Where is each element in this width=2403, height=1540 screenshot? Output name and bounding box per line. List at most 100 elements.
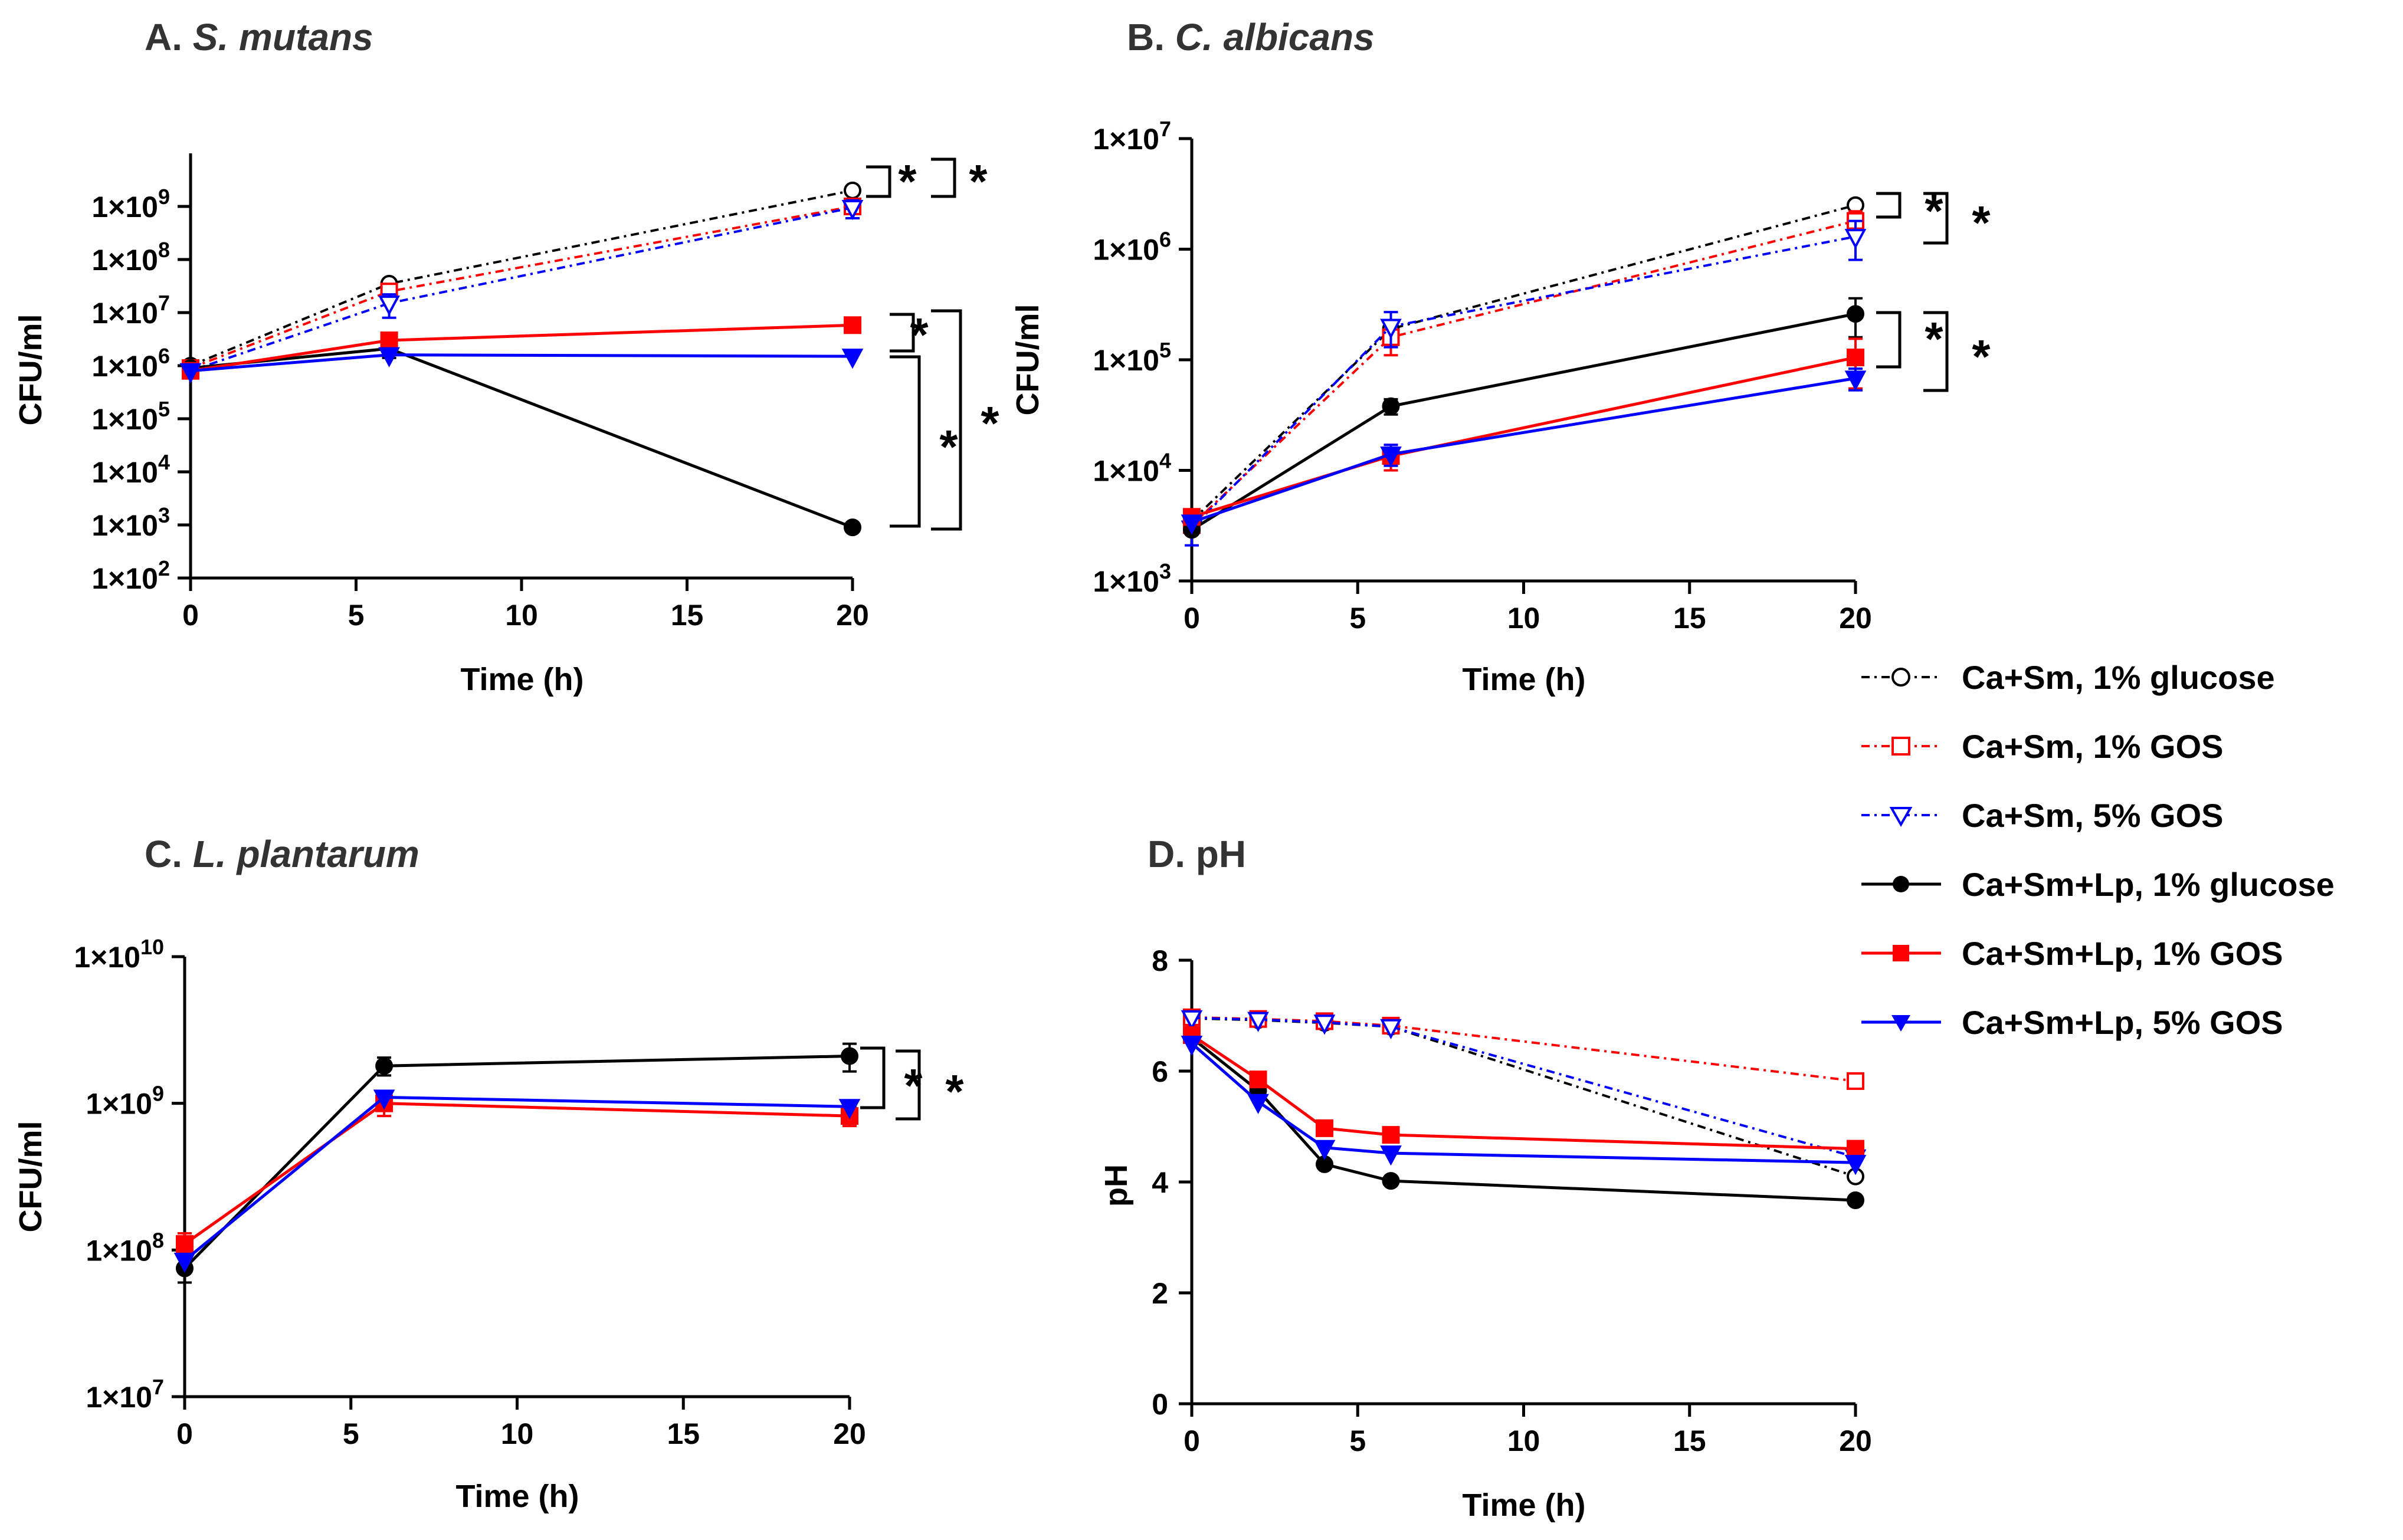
x-tick-label: 15 <box>1673 1424 1706 1457</box>
sig-star: * <box>898 155 917 208</box>
sig-star: * <box>945 1065 964 1118</box>
panel-b-plot: 0 5 10 15 20 1×103 1×104 1×105 1×106 1×107 <box>1093 117 1871 635</box>
series-line <box>1191 1016 1856 1158</box>
y-tick-label: 1×107 <box>91 291 170 330</box>
y-tick-label: 1×107 <box>1093 117 1171 156</box>
legend-label: Ca+Sm+Lp, 1% GOS <box>1962 935 2283 972</box>
sig-star: * <box>1972 330 1991 383</box>
series <box>1181 1036 1867 1175</box>
legend-marker-circle-open <box>1891 668 1910 687</box>
x-tick-label: 20 <box>833 1417 866 1450</box>
y-tick-label: 1×109 <box>91 185 170 224</box>
y-tick-label: 0 <box>1152 1388 1168 1421</box>
x-tick-label: 10 <box>501 1417 534 1450</box>
panel-c-ylabel: CFU/ml <box>13 1121 48 1233</box>
data-point <box>1844 370 1867 391</box>
panel-title-b: B. C. albicans <box>1127 16 1375 58</box>
sig-bracket <box>860 1046 886 1109</box>
legend-label: Ca+Sm+Lp, 1% glucose <box>1962 866 2335 903</box>
data-point <box>375 1057 394 1075</box>
panel-a-xlabel: Time (h) <box>460 662 583 697</box>
series <box>1181 367 1867 535</box>
panel-title-a: A. S. mutans <box>145 16 373 58</box>
y-tick-label: 1×109 <box>86 1082 164 1121</box>
panel-b-significance <box>1876 192 1949 392</box>
data-point <box>1380 446 1402 467</box>
x-tick-label: 10 <box>1507 602 1540 635</box>
data-point <box>1847 1072 1864 1090</box>
data-point <box>1181 514 1203 535</box>
x-tick-label: 5 <box>343 1417 359 1450</box>
y-tick-label: 1×102 <box>91 556 170 595</box>
y-tick-label: 1×105 <box>1093 338 1171 377</box>
legend-item: Ca+Sm+Lp, 1% glucose <box>1861 866 2335 903</box>
legend-item: Ca+Sm+Lp, 5% GOS <box>1861 1004 2283 1041</box>
legend: Ca+Sm, 1% glucose Ca+Sm, 1% GOS Ca+Sm, 5… <box>1861 659 2335 1041</box>
data-point <box>1847 349 1864 367</box>
data-point <box>173 1252 196 1273</box>
y-tick-label: 1×106 <box>91 344 170 383</box>
panel-title-c: C. L. plantarum <box>145 833 419 875</box>
legend-label: Ca+Sm, 5% GOS <box>1962 797 2224 834</box>
x-tick-label: 0 <box>1184 602 1200 635</box>
data-point <box>1847 1191 1864 1210</box>
data-point <box>1380 318 1402 339</box>
sig-star: * <box>939 421 958 473</box>
data-point <box>844 518 861 537</box>
series-line <box>190 205 853 369</box>
sig-bracket <box>931 157 956 198</box>
x-tick-label: 20 <box>1839 602 1872 635</box>
x-tick-label: 15 <box>1673 602 1706 635</box>
sig-bracket <box>866 165 891 198</box>
data-point <box>1382 1172 1400 1190</box>
data-point <box>1181 1036 1203 1056</box>
legend-label: Ca+Sm+Lp, 5% GOS <box>1962 1004 2283 1041</box>
data-point <box>1313 1140 1336 1160</box>
y-tick-label: 4 <box>1152 1166 1168 1199</box>
y-tick-label: 1×103 <box>1093 559 1171 598</box>
x-tick-label: 0 <box>182 599 199 632</box>
legend-marker-circle-filled <box>1893 876 1909 892</box>
y-tick-label: 1×107 <box>86 1375 164 1414</box>
x-tick-label: 10 <box>505 599 538 632</box>
data-point <box>1247 1094 1269 1114</box>
legend-item: Ca+Sm, 1% GOS <box>1861 728 2224 765</box>
sig-star: * <box>910 308 929 361</box>
data-point <box>1847 305 1864 323</box>
y-tick-label: 1×108 <box>91 238 170 277</box>
panel-d-plot: 0 5 10 15 20 0 2 4 6 8 <box>1152 944 1872 1457</box>
y-tick-label: 2 <box>1152 1277 1168 1310</box>
panel-d-xlabel: Time (h) <box>1462 1488 1585 1523</box>
data-point <box>1844 1155 1867 1175</box>
legend-marker-triangle-filled <box>1891 1015 1910 1032</box>
panel-a-significance <box>866 157 962 531</box>
panel-c-significance <box>860 1046 921 1121</box>
y-tick-label: 1×108 <box>86 1228 164 1267</box>
data-point <box>1382 397 1400 415</box>
data-point <box>1847 1140 1864 1158</box>
series <box>173 1089 861 1273</box>
y-tick-label: 1×106 <box>1093 228 1171 267</box>
y-tick-label: 8 <box>1152 944 1168 977</box>
panel-b-xlabel: Time (h) <box>1462 662 1585 697</box>
legend-item: Ca+Sm+Lp, 1% GOS <box>1861 935 2283 972</box>
data-point <box>1380 1145 1402 1166</box>
sig-bracket <box>890 313 915 353</box>
sig-bracket <box>896 1049 921 1121</box>
data-point <box>1316 1119 1333 1137</box>
data-point <box>841 1047 858 1065</box>
y-tick-label: 1×103 <box>91 503 170 542</box>
sig-star: * <box>1925 185 1943 237</box>
legend-marker-triangle-open <box>1889 807 1913 828</box>
data-point <box>1181 1010 1203 1030</box>
legend-marker-square-open <box>1891 737 1910 756</box>
legend-label: Ca+Sm, 1% GOS <box>1962 728 2224 765</box>
x-tick-label: 20 <box>836 599 869 632</box>
x-tick-label: 20 <box>1839 1424 1872 1457</box>
y-tick-label: 1×104 <box>91 450 170 489</box>
panel-b-ylabel: CFU/ml <box>1010 304 1045 416</box>
data-point <box>1249 1071 1267 1089</box>
data-point <box>844 181 861 199</box>
data-point <box>841 349 864 369</box>
